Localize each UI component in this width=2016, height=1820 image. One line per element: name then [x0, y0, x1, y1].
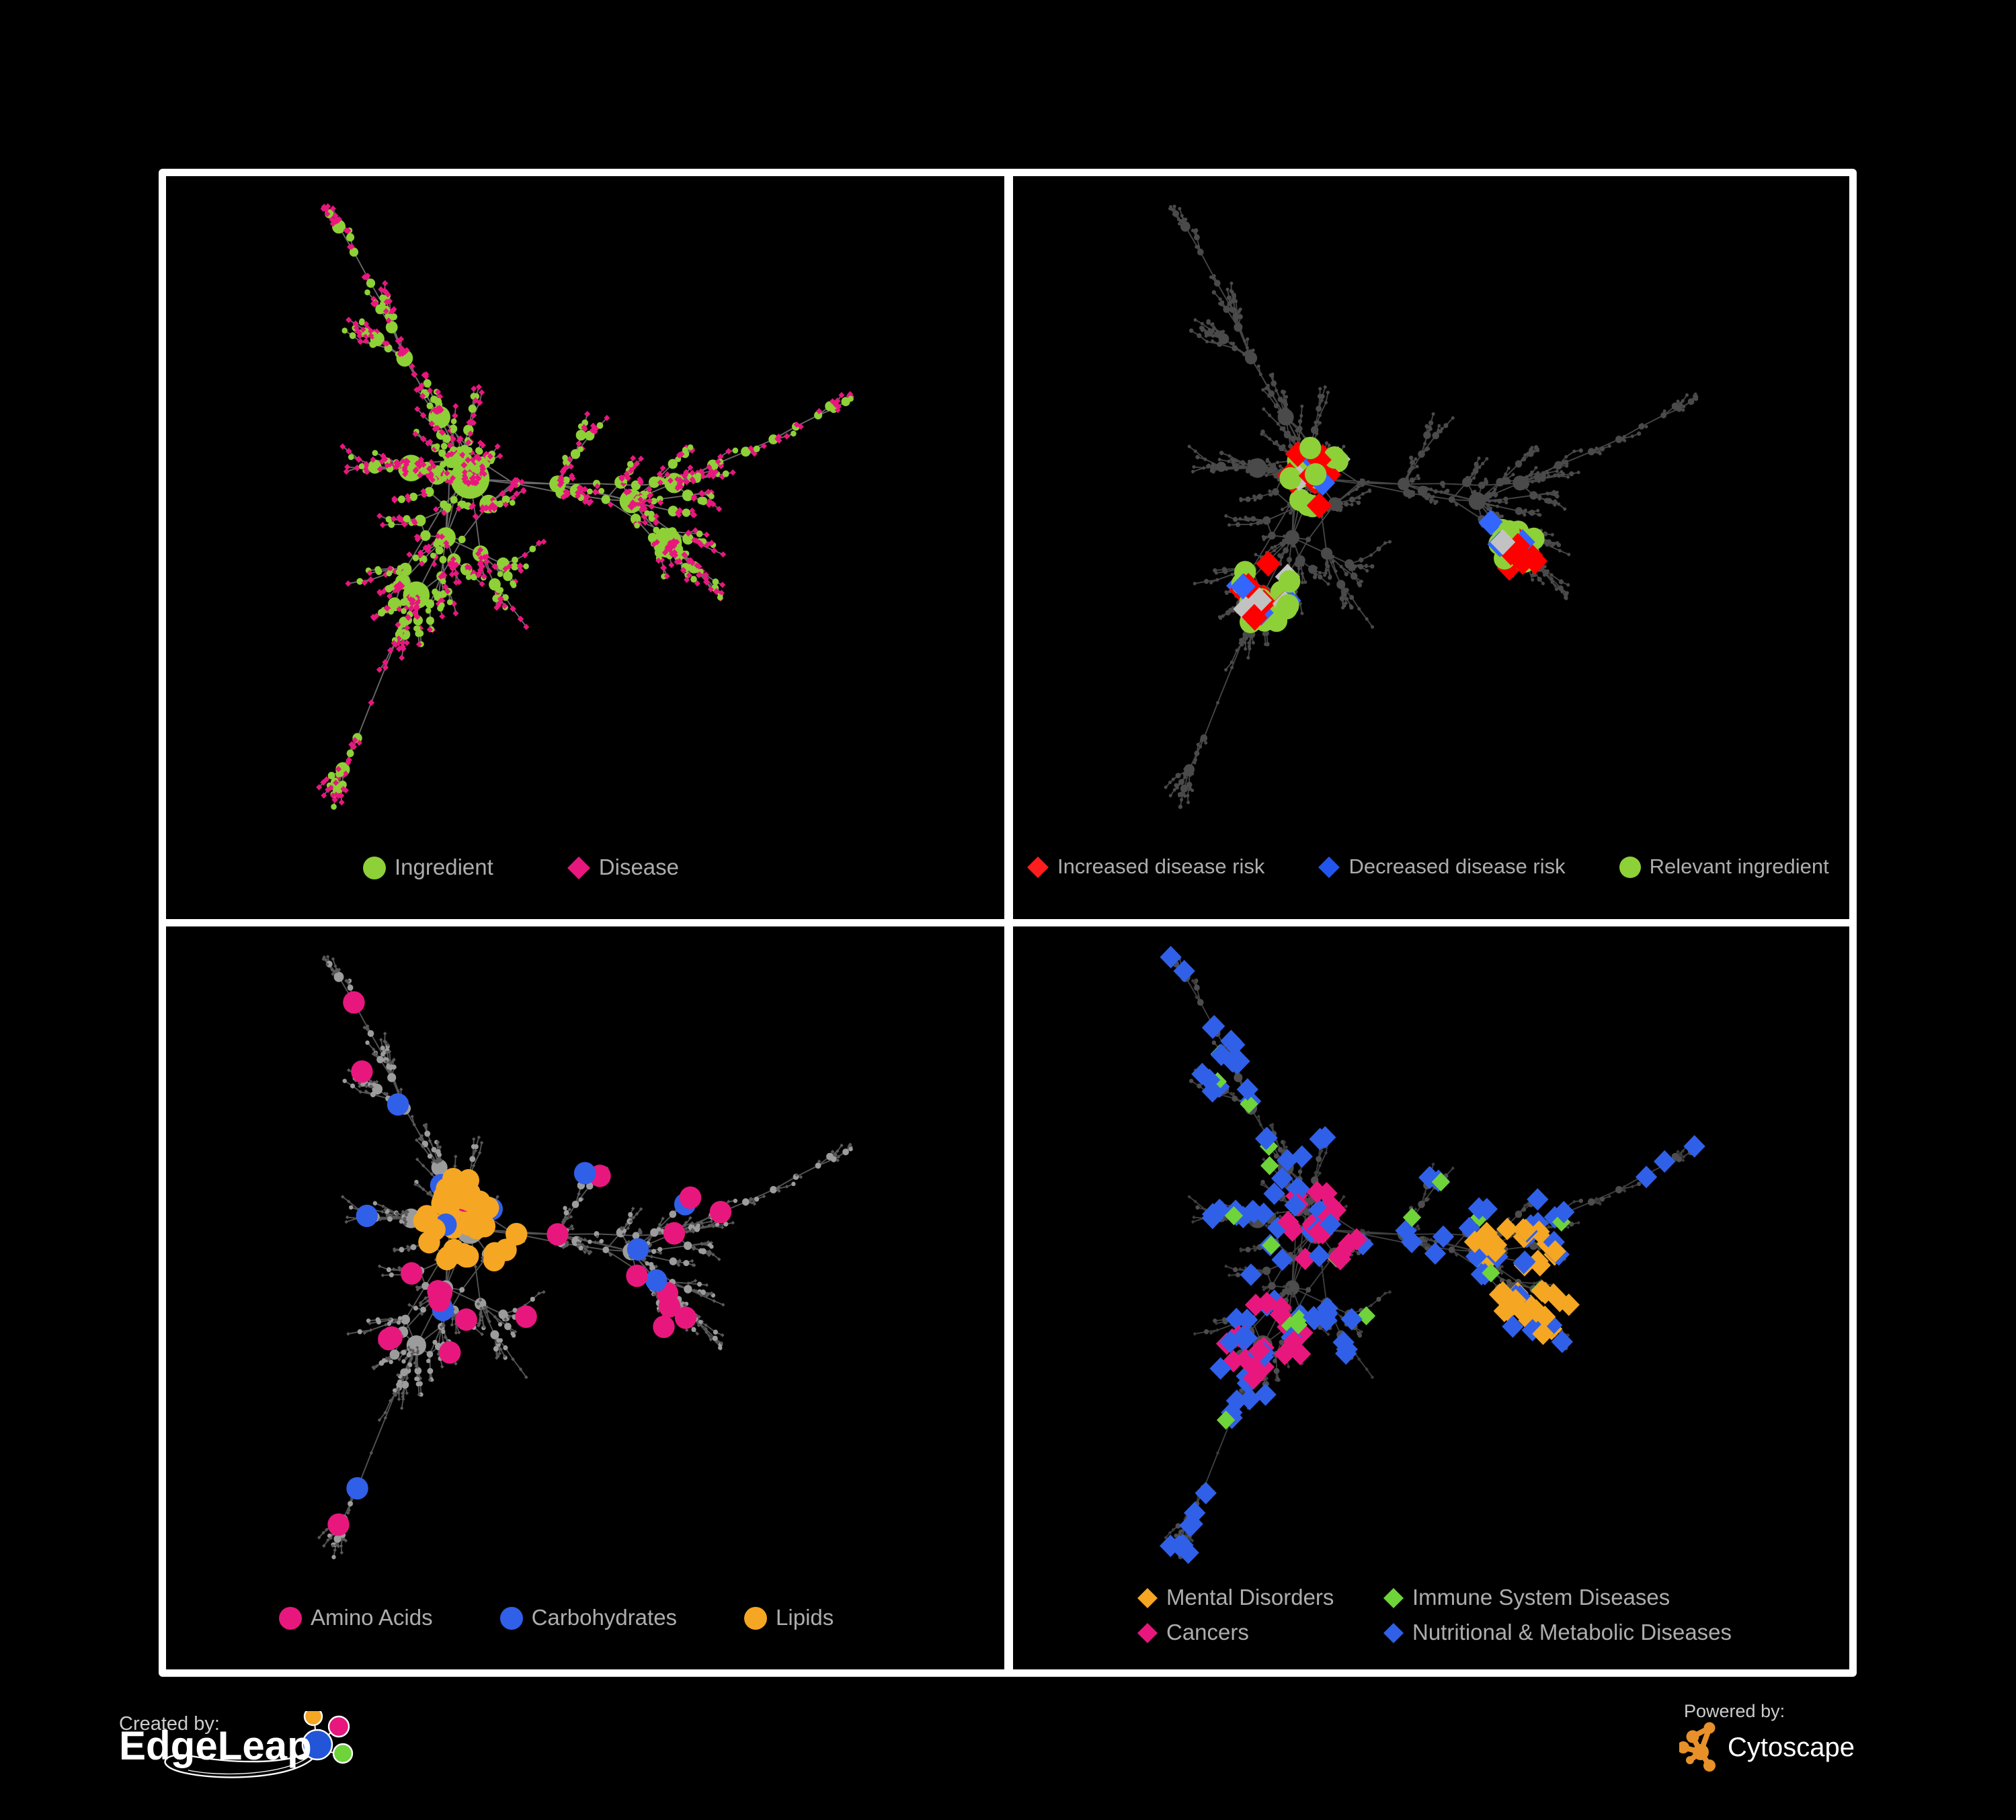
svg-text:EdgeLeap: EdgeLeap: [119, 1723, 312, 1768]
svg-text:Cytoscape: Cytoscape: [1728, 1733, 1855, 1762]
